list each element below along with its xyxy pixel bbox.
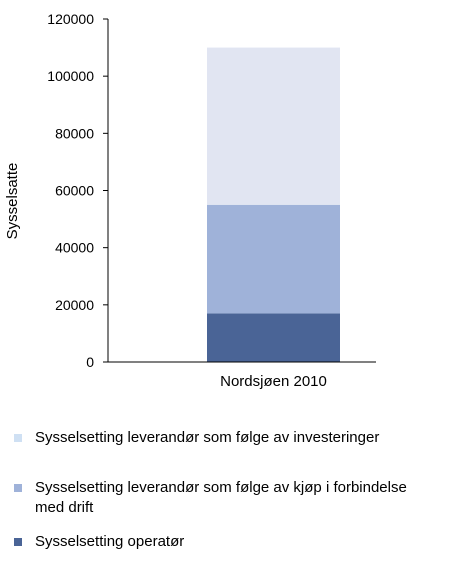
y-tick-label: 100000 [47, 68, 94, 84]
x-axis: Nordsjøen 2010 [108, 361, 376, 390]
legend-label: Sysselsetting leverandør som følge av in… [35, 429, 380, 446]
bar-segment [207, 313, 340, 362]
legend-item-investeringer: Sysselsetting leverandør som følge av in… [14, 428, 435, 448]
legend-label: Sysselsetting operatør [35, 533, 185, 550]
y-axis-label: Sysselsatte [4, 163, 21, 240]
bar-segment [207, 204, 340, 314]
stacked-bar-chart: 0 20000 40000 60000 80000 100000 120000 Nordsj… [4, 11, 376, 390]
legend-swatch [14, 434, 22, 442]
y-tick-label: 60000 [55, 183, 94, 199]
legend-item-operator: Sysselsetting operatør [14, 532, 435, 552]
y-tick-label: 120000 [47, 11, 94, 27]
y-tick-label: 0 [86, 354, 94, 370]
x-tick-label: Nordsjøen 2010 [220, 373, 327, 390]
legend-swatch [14, 538, 22, 546]
legend-swatch [14, 484, 22, 492]
y-tick-label: 80000 [55, 125, 94, 141]
y-tick-label: 40000 [55, 240, 94, 256]
bar-segment [207, 47, 340, 205]
legend-item-drift: Sysselsetting leverandør som følge av kj… [14, 478, 435, 518]
y-axis: 0 20000 40000 60000 80000 100000 120000 [47, 11, 109, 370]
y-tick-label: 20000 [55, 297, 94, 313]
bar-stack [207, 47, 340, 362]
legend-label: Sysselsetting leverandør som følge av kj… [35, 479, 407, 516]
